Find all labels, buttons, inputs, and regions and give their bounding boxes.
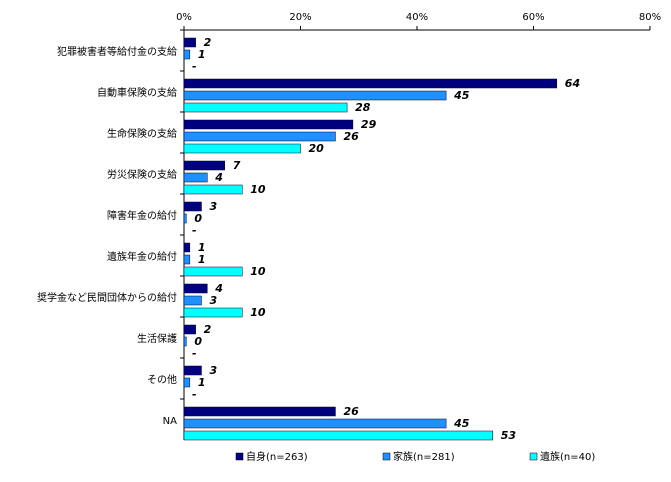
value-label: 3 xyxy=(209,364,217,377)
category-label: 生活保護 xyxy=(137,332,177,345)
bar xyxy=(183,78,558,89)
legend-swatch xyxy=(382,452,391,461)
value-label: 0 xyxy=(194,335,202,348)
value-label: 29 xyxy=(361,118,377,131)
value-label: - xyxy=(192,60,197,73)
bar xyxy=(183,406,336,417)
value-label: 2 xyxy=(204,36,212,49)
bar xyxy=(183,37,196,48)
value-label: 10 xyxy=(250,183,266,196)
bar xyxy=(183,254,191,265)
bar xyxy=(183,49,191,60)
value-label: - xyxy=(192,388,197,401)
x-tick-label: 60% xyxy=(522,12,544,23)
value-label: 20 xyxy=(309,142,325,155)
bar xyxy=(183,90,447,101)
bar xyxy=(183,283,208,294)
value-label: 28 xyxy=(355,101,371,114)
bar xyxy=(183,201,202,212)
category-label: 犯罪被害者等給付金の支給 xyxy=(57,45,177,58)
category-label: その他 xyxy=(147,373,177,386)
category-label: NA xyxy=(163,416,177,427)
category-label: 労災保険の支給 xyxy=(107,168,177,181)
bar xyxy=(183,184,243,195)
value-label: 4 xyxy=(214,171,223,184)
bar xyxy=(183,365,202,376)
value-label: 45 xyxy=(453,89,470,102)
bar xyxy=(183,160,226,171)
bar xyxy=(183,418,447,429)
value-label: 10 xyxy=(250,265,266,278)
value-label: 45 xyxy=(453,417,470,430)
value-label: 53 xyxy=(501,429,517,442)
value-label: 1 xyxy=(198,253,206,266)
bar xyxy=(183,295,202,306)
legend-label: 遺族(n=40) xyxy=(540,450,595,463)
category-label: 遺族年金の給付 xyxy=(107,250,177,263)
bar xyxy=(183,143,301,154)
bar xyxy=(183,172,208,183)
category-label: 生命保険の支給 xyxy=(107,127,177,140)
bar xyxy=(183,266,243,277)
value-label: 64 xyxy=(565,77,580,90)
legend-swatch xyxy=(529,452,538,461)
bar xyxy=(183,119,354,130)
value-label: 26 xyxy=(343,130,359,143)
value-label: 1 xyxy=(198,376,206,389)
x-tick-label: 40% xyxy=(406,12,428,23)
category-label: 障害年金の給付 xyxy=(107,209,177,222)
value-label: 3 xyxy=(209,200,217,213)
value-label: 26 xyxy=(343,405,359,418)
bar xyxy=(183,307,243,318)
value-label: 4 xyxy=(214,282,223,295)
value-label: 1 xyxy=(198,241,206,254)
x-tick-label: 20% xyxy=(289,12,311,23)
value-label: - xyxy=(192,347,197,360)
legend-swatch xyxy=(235,452,244,461)
bar xyxy=(183,102,348,113)
value-label: 10 xyxy=(250,306,266,319)
bar xyxy=(183,430,493,441)
value-label: 3 xyxy=(209,294,217,307)
value-label: 7 xyxy=(233,159,241,172)
value-label: 1 xyxy=(198,48,206,61)
value-label: - xyxy=(192,224,197,237)
bar xyxy=(183,213,187,224)
value-label: 2 xyxy=(204,323,212,336)
legend-label: 自身(n=263) xyxy=(246,450,308,463)
bar xyxy=(183,242,191,253)
value-label: 0 xyxy=(194,212,202,225)
legend-label: 家族(n=281) xyxy=(393,450,455,463)
category-label: 自動車保険の支給 xyxy=(97,86,177,99)
x-tick-label: 0% xyxy=(176,12,192,23)
bar xyxy=(183,324,196,335)
bar xyxy=(183,377,191,388)
category-label: 奨学金など民間団体からの給付 xyxy=(37,291,177,304)
x-tick-label: 80% xyxy=(639,12,661,23)
bar xyxy=(183,131,336,142)
bar xyxy=(183,336,187,347)
